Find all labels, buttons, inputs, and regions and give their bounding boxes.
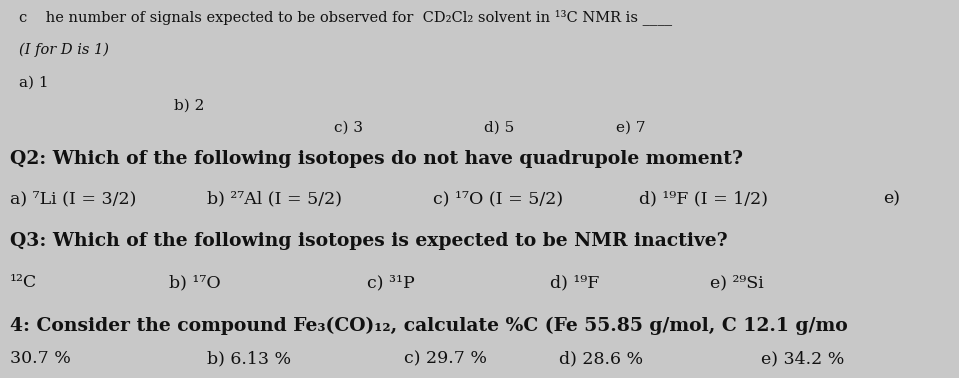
- Text: d) 28.6 %: d) 28.6 %: [559, 350, 643, 367]
- Text: e) 34.2 %: e) 34.2 %: [761, 350, 845, 367]
- Text: 4: Consider the compound Fe₃(CO)₁₂, calculate %C (Fe 55.85 g/mol, C 12.1 g/mo: 4: Consider the compound Fe₃(CO)₁₂, calc…: [10, 317, 848, 335]
- Text: c) 29.7 %: c) 29.7 %: [405, 350, 487, 367]
- Text: b) ²⁷Al (I = 5/2): b) ²⁷Al (I = 5/2): [207, 191, 342, 208]
- Text: d) 5: d) 5: [484, 121, 514, 135]
- Text: b) ¹⁷O: b) ¹⁷O: [170, 274, 222, 291]
- Text: Q3: Which of the following isotopes is expected to be NMR inactive?: Q3: Which of the following isotopes is e…: [10, 232, 727, 249]
- Text: d) ¹⁹F (I = 1/2): d) ¹⁹F (I = 1/2): [640, 191, 768, 208]
- Text: c    he number of signals expected to be observed for  CD₂Cl₂ solvent in ¹³C NMR: c he number of signals expected to be ob…: [19, 9, 672, 25]
- Text: Q2: Which of the following isotopes do not have quadrupole moment?: Q2: Which of the following isotopes do n…: [10, 150, 742, 168]
- Text: b) 6.13 %: b) 6.13 %: [207, 350, 292, 367]
- Text: b) 2: b) 2: [175, 98, 204, 112]
- Text: d) ¹⁹F: d) ¹⁹F: [550, 274, 599, 291]
- Text: e): e): [883, 191, 901, 208]
- Text: a) 1: a) 1: [19, 76, 49, 90]
- Text: a) ⁷Li (I = 3/2): a) ⁷Li (I = 3/2): [10, 191, 136, 208]
- Text: e) 7: e) 7: [616, 121, 645, 135]
- Text: ¹²C: ¹²C: [10, 274, 36, 291]
- Text: e) ²⁹Si: e) ²⁹Si: [710, 274, 763, 291]
- Text: 30.7 %: 30.7 %: [10, 350, 70, 367]
- Text: (I for D is 1): (I for D is 1): [19, 43, 109, 57]
- Text: c) ³¹P: c) ³¹P: [366, 274, 414, 291]
- Text: c) ¹⁷O (I = 5/2): c) ¹⁷O (I = 5/2): [433, 191, 563, 208]
- Text: c) 3: c) 3: [334, 121, 363, 135]
